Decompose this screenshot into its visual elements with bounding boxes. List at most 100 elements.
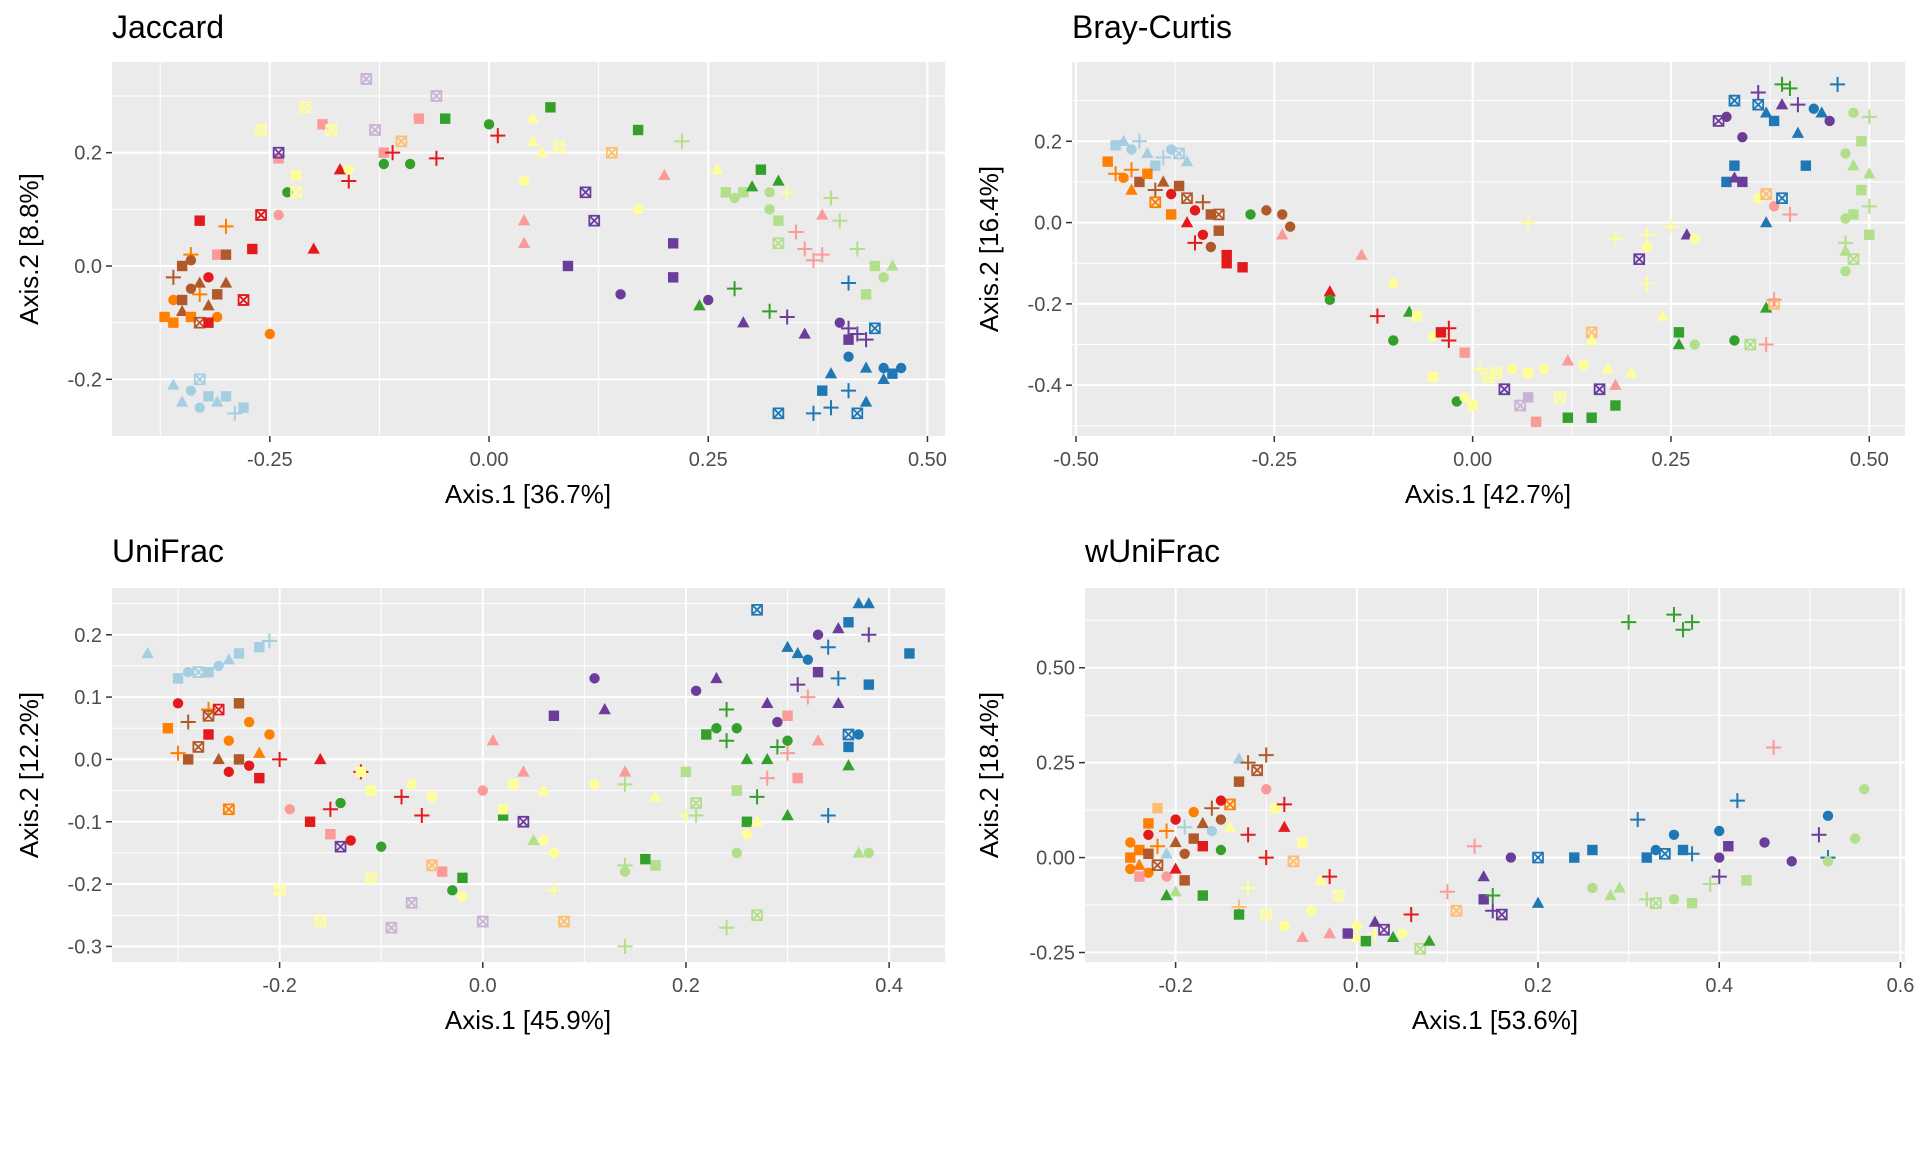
data-point — [193, 276, 206, 288]
data-point — [1459, 392, 1470, 403]
data-point — [247, 243, 258, 255]
data-point — [849, 326, 865, 342]
data-point — [1663, 219, 1679, 235]
data-point — [1126, 144, 1137, 155]
data-point — [414, 807, 430, 824]
data-point — [1641, 852, 1652, 863]
data-point — [1223, 820, 1237, 832]
data-point — [1180, 155, 1194, 167]
data-point — [650, 860, 661, 871]
data-point — [194, 402, 205, 413]
data-point — [1791, 126, 1805, 138]
data-point — [1165, 209, 1177, 220]
data-point — [1507, 363, 1518, 375]
data-point — [304, 816, 316, 827]
data-point — [886, 259, 899, 271]
data-point — [667, 272, 679, 283]
data-point — [193, 373, 206, 386]
data-point — [341, 173, 357, 189]
data-point — [1758, 336, 1774, 353]
data-point — [378, 158, 390, 170]
data-point — [1386, 930, 1400, 942]
data-point — [1355, 248, 1368, 260]
data-point — [1165, 188, 1177, 200]
y-tick-label: 0.2 — [74, 625, 102, 647]
data-point — [1782, 80, 1798, 96]
y-tick-label: -0.25 — [1029, 943, 1075, 965]
data-point — [538, 835, 549, 846]
data-point — [1790, 97, 1806, 113]
data-point — [376, 841, 387, 852]
data-point — [877, 372, 890, 385]
data-point — [1441, 332, 1457, 349]
data-point — [862, 597, 875, 609]
data-point — [558, 915, 570, 928]
data-point — [284, 804, 295, 815]
data-point — [632, 124, 644, 136]
data-point — [1593, 383, 1606, 396]
data-point — [1601, 362, 1614, 374]
data-point — [851, 407, 864, 420]
data-point — [1427, 331, 1439, 342]
data-point — [1142, 168, 1153, 179]
data-point — [703, 294, 714, 306]
y-tick-label: -0.4 — [1028, 375, 1062, 397]
data-point — [1450, 904, 1463, 917]
data-point — [273, 209, 284, 221]
data-point — [1150, 160, 1161, 171]
data-point — [1741, 875, 1752, 886]
data-point — [385, 921, 398, 934]
data-point — [1197, 229, 1209, 240]
data-point — [185, 385, 197, 396]
data-point — [1808, 103, 1819, 114]
data-point — [167, 378, 180, 390]
data-point — [325, 124, 338, 136]
data-point — [535, 146, 548, 158]
data-point — [779, 309, 795, 325]
data-point — [1668, 894, 1680, 905]
data-point — [299, 101, 311, 114]
data-point — [1625, 366, 1638, 378]
x-axis-label: Axis.1 [53.6%] — [1412, 1005, 1578, 1035]
data-point — [1840, 148, 1851, 159]
data-point — [220, 249, 232, 260]
data-point — [1621, 614, 1637, 630]
y-tick-label: -0.2 — [68, 874, 102, 896]
data-point — [755, 164, 767, 175]
data-point — [1672, 338, 1686, 350]
data-point — [1856, 184, 1867, 196]
data-points — [1102, 76, 1877, 427]
data-point — [172, 698, 184, 709]
data-point — [1134, 176, 1145, 188]
data-point — [1287, 855, 1300, 868]
data-point — [1159, 823, 1175, 839]
data-point — [203, 272, 214, 283]
data-point — [165, 269, 181, 285]
data-point — [751, 909, 763, 922]
data-point — [537, 784, 550, 796]
data-point — [1173, 180, 1185, 192]
data-point — [1403, 906, 1419, 923]
data-point — [1822, 856, 1834, 867]
data-point — [457, 891, 468, 902]
plot-background — [1072, 62, 1905, 436]
data-point — [1656, 309, 1670, 321]
data-point — [658, 168, 671, 181]
data-point — [1169, 835, 1182, 848]
data-point — [1279, 920, 1290, 932]
data-point — [711, 723, 722, 734]
data-point — [222, 653, 235, 665]
data-point — [1237, 262, 1248, 273]
data-point — [1847, 253, 1860, 266]
data-point — [517, 236, 531, 249]
data-point — [832, 622, 845, 634]
x-tick-label: -0.2 — [262, 975, 296, 997]
data-point — [1151, 859, 1164, 872]
data-point — [1538, 363, 1550, 375]
y-axis-label: Axis.2 [18.4%] — [974, 692, 1004, 858]
data-point — [832, 696, 845, 708]
data-point — [1530, 416, 1542, 427]
x-tick-label: -0.25 — [247, 449, 293, 471]
data-point — [859, 395, 873, 407]
data-point — [518, 175, 530, 187]
